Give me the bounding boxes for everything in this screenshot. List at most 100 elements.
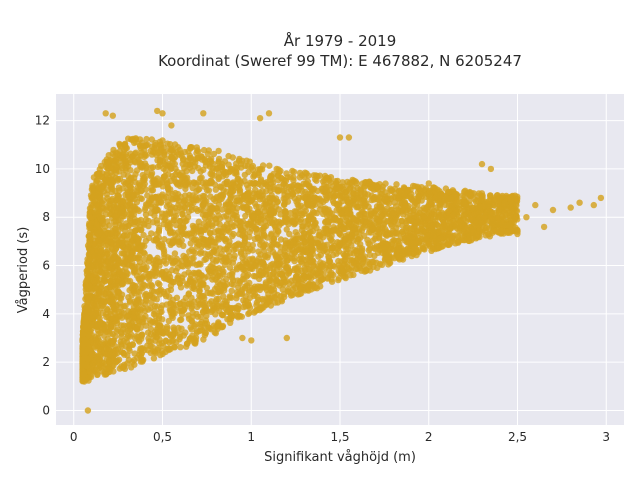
data-point <box>207 177 215 185</box>
data-point <box>185 208 192 215</box>
data-point <box>123 236 131 243</box>
data-point <box>448 194 455 202</box>
data-point <box>192 223 200 230</box>
data-point <box>105 290 113 297</box>
data-point <box>366 260 373 268</box>
data-point <box>196 194 203 201</box>
data-point <box>182 181 189 188</box>
data-point <box>347 272 354 279</box>
data-point <box>279 286 286 293</box>
data-point <box>201 256 208 264</box>
data-point <box>193 328 201 335</box>
data-point <box>127 167 134 174</box>
data-point <box>103 345 110 352</box>
data-point <box>261 204 268 211</box>
data-point <box>277 249 284 256</box>
data-point <box>95 237 102 244</box>
data-point <box>305 265 312 273</box>
data-point <box>214 302 221 310</box>
data-point <box>237 178 244 185</box>
data-point <box>341 252 348 259</box>
data-point <box>124 246 131 253</box>
data-point <box>353 250 361 257</box>
data-point <box>285 221 292 228</box>
data-point <box>140 231 147 239</box>
data-point <box>165 186 172 193</box>
data-point <box>294 291 302 298</box>
data-point <box>221 246 228 253</box>
data-point <box>87 248 95 255</box>
data-point <box>117 338 124 345</box>
data-point <box>129 341 136 348</box>
data-point <box>272 195 280 202</box>
data-point <box>302 248 310 256</box>
data-point <box>171 160 178 168</box>
data-point <box>93 177 100 184</box>
data-point <box>276 270 283 278</box>
data-point <box>155 195 162 203</box>
data-point <box>436 200 443 208</box>
data-point <box>116 294 124 302</box>
data-point <box>395 195 402 202</box>
data-point <box>120 171 127 178</box>
data-point <box>221 287 228 294</box>
data-point <box>137 345 144 352</box>
data-point <box>200 166 207 173</box>
data-point <box>312 176 319 183</box>
data-point <box>324 217 331 225</box>
data-point <box>306 212 313 220</box>
data-point <box>201 157 208 164</box>
data-point <box>193 188 200 195</box>
data-point <box>215 147 222 155</box>
data-point <box>236 182 243 190</box>
data-point <box>79 331 87 338</box>
data-point <box>227 188 235 195</box>
data-point <box>177 344 184 351</box>
data-point <box>209 160 217 167</box>
data-point <box>186 300 193 307</box>
data-point <box>469 204 476 212</box>
data-point <box>255 248 262 255</box>
data-point <box>501 200 508 208</box>
data-point <box>265 194 273 201</box>
data-point <box>391 189 398 197</box>
data-point <box>166 339 173 346</box>
data-point <box>453 220 460 228</box>
data-point <box>255 296 262 304</box>
data-point <box>284 288 291 295</box>
data-point <box>305 273 313 280</box>
data-point <box>147 320 154 327</box>
data-point <box>278 174 285 182</box>
data-point <box>245 220 252 228</box>
data-point <box>98 297 106 304</box>
data-point <box>213 250 220 257</box>
data-point <box>247 179 254 186</box>
data-point <box>169 239 176 247</box>
data-point <box>116 175 124 182</box>
data-point <box>213 258 220 265</box>
data-point <box>343 196 350 203</box>
data-point <box>156 159 164 166</box>
data-point <box>428 224 436 232</box>
data-point <box>319 242 326 249</box>
data-point <box>437 235 444 242</box>
data-point <box>329 262 337 269</box>
data-point <box>193 149 200 157</box>
data-point <box>178 231 185 238</box>
data-point <box>267 174 274 181</box>
data-point <box>202 304 209 311</box>
data-point <box>142 204 149 211</box>
data-point <box>152 349 159 357</box>
data-point <box>374 225 382 233</box>
data-point <box>277 236 285 243</box>
data-point <box>472 219 479 226</box>
data-point <box>275 183 283 190</box>
data-point <box>169 196 176 203</box>
data-point <box>265 290 272 298</box>
data-point <box>188 230 196 237</box>
data-point <box>150 355 158 362</box>
data-point <box>339 193 346 200</box>
data-point <box>252 180 259 187</box>
data-point <box>243 157 250 164</box>
data-point <box>315 253 322 260</box>
